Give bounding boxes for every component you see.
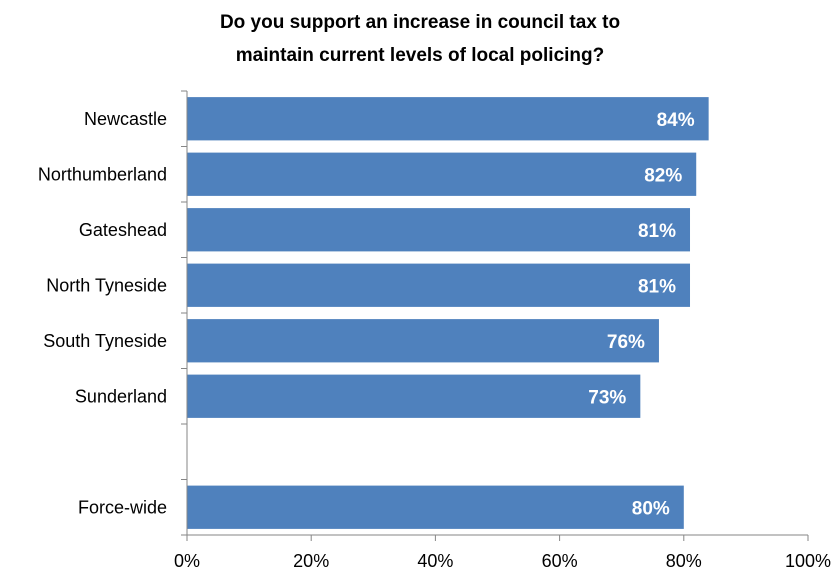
category-label: Gateshead xyxy=(79,220,167,240)
category-label: Force-wide xyxy=(78,497,167,517)
bar-Force-wide xyxy=(187,485,684,529)
data-label: 76% xyxy=(607,332,645,353)
data-label: 81% xyxy=(638,221,676,242)
category-label: Sunderland xyxy=(75,386,167,406)
bar-Northumberland xyxy=(187,152,697,196)
data-label: 81% xyxy=(638,276,676,297)
plot-area: 84% Newcastle 82% Northumberland 81% Gateshea… xyxy=(38,90,831,571)
chart-title-line-2: maintain current levels of local policin… xyxy=(236,45,604,66)
x-tick-label: 40% xyxy=(417,551,453,571)
category-label: Northumberland xyxy=(38,164,167,184)
x-tick-label: 80% xyxy=(666,551,702,571)
x-tick-label: 100% xyxy=(785,551,831,571)
bar-Sunderland xyxy=(187,374,641,418)
bar-Newcastle xyxy=(187,97,709,141)
bar-Gateshead xyxy=(187,208,691,252)
category-label: North Tyneside xyxy=(46,275,167,295)
bar-North Tyneside xyxy=(187,263,691,307)
data-label: 73% xyxy=(588,387,626,408)
category-label: South Tyneside xyxy=(43,331,167,351)
x-tick-label: 60% xyxy=(542,551,578,571)
bar-South Tyneside xyxy=(187,319,659,363)
data-label: 80% xyxy=(632,498,670,519)
data-label: 82% xyxy=(644,165,682,186)
chart-title-line-1: Do you support an increase in council ta… xyxy=(220,12,620,33)
data-label: 84% xyxy=(657,110,695,131)
x-tick-label: 0% xyxy=(174,551,200,571)
x-tick-label: 20% xyxy=(293,551,329,571)
category-label: Newcastle xyxy=(84,109,167,129)
